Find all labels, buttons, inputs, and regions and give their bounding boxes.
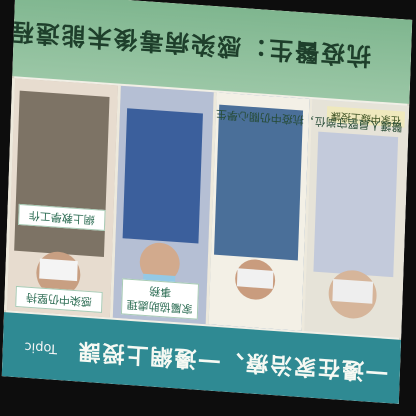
photo-panel-1: 在家中線上授課 <box>301 98 410 338</box>
panel-3-caption: 家屬協助處理事務 <box>120 278 200 320</box>
banner-text: 抗疫醫生：感染病毒後未能遠程教學 <box>1 13 372 71</box>
person-photo-icon <box>301 98 410 338</box>
photo-panel-4: 感染中仍堅持 網上教學工作 <box>4 78 118 318</box>
brand-logo: Topic <box>24 338 58 356</box>
photo-panel-3: 家屬協助處理事務 <box>109 85 214 325</box>
poster: 一邊在家治療、一邊網上授課 Topic 在家中線上授課 <box>1 0 413 404</box>
man-photo-icon <box>4 78 118 318</box>
doctor-photo-icon <box>205 92 310 331</box>
photo-panel-2 <box>205 92 310 331</box>
